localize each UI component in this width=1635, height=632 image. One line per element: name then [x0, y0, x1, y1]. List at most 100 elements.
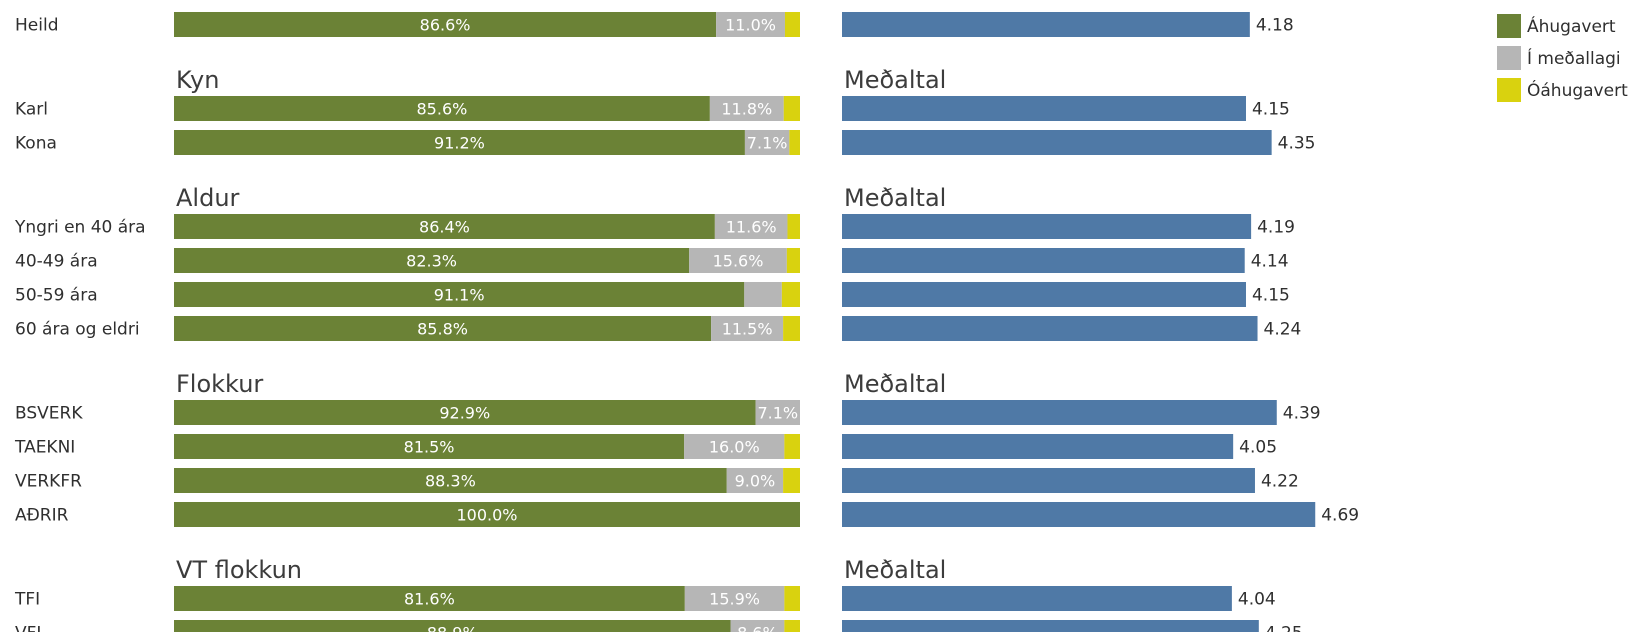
chart-row: BSVERK 92.9% 7.1% 4.39 — [15, 400, 1321, 425]
bar-negative — [784, 434, 800, 459]
row-label: 40-49 ára — [15, 252, 98, 272]
bar-neutral — [716, 12, 785, 37]
mean-value-label: 4.22 — [1261, 472, 1299, 492]
bar-positive — [174, 248, 690, 273]
mean-value-label: 4.05 — [1239, 438, 1277, 458]
legend-item: Óáhugavert — [1497, 78, 1628, 102]
chart-row: Kona 91.2% 7.1% 4.35 — [15, 130, 1315, 155]
row-label: Heild — [15, 16, 58, 36]
bar-positive — [174, 214, 715, 239]
bar-neutral — [714, 214, 788, 239]
bar-neutral — [744, 282, 782, 307]
bar-mean — [842, 434, 1234, 459]
bar-positive — [174, 586, 685, 611]
mean-title: Meðaltal — [844, 184, 946, 212]
legend-swatch — [1497, 78, 1521, 102]
bar-mean — [842, 586, 1232, 611]
row-label: TFI — [14, 590, 40, 610]
bar-positive-label: 100.0% — [456, 506, 517, 525]
chart-row: 50-59 ára 91.1% 4.15 — [15, 282, 1290, 307]
mean-value-label: 4.24 — [1264, 320, 1302, 340]
bar-positive — [174, 130, 745, 155]
legend-label: Óáhugavert — [1527, 79, 1628, 101]
bar-negative — [784, 586, 800, 611]
bar-neutral-label: 11.5% — [722, 320, 773, 339]
bar-positive-label: 92.9% — [439, 404, 490, 423]
bar-neutral-label: 11.6% — [726, 218, 777, 237]
bar-neutral-label: 11.8% — [721, 100, 772, 119]
bar-neutral-label: 7.1% — [747, 134, 788, 153]
bar-positive — [174, 468, 727, 493]
row-label: Kona — [15, 134, 57, 154]
chart-row: AÐRIR 100.0% 4.69 — [15, 502, 1359, 527]
row-label: 60 ára og eldri — [15, 320, 140, 340]
mean-value-label: 4.25 — [1265, 624, 1303, 632]
bar-positive-label: 88.9% — [427, 624, 478, 632]
row-label: Karl — [15, 100, 48, 120]
group-title: VT flokkun — [176, 556, 302, 584]
bar-mean — [842, 502, 1316, 527]
legend-item: Í meðallagi — [1497, 46, 1621, 70]
mean-value-label: 4.04 — [1238, 590, 1276, 610]
bar-positive-label: 81.6% — [404, 590, 455, 609]
bar-neutral — [689, 248, 787, 273]
legend-swatch — [1497, 14, 1521, 38]
group-title: Flokkur — [176, 370, 263, 398]
bar-positive-label: 82.3% — [406, 252, 457, 271]
legend: Áhugavert Í meðallagi Óáhugavert — [1497, 14, 1628, 102]
chart-row: TFI 81.6% 15.9% 4.04 — [14, 586, 1276, 611]
bar-neutral — [744, 130, 790, 155]
group-title: Aldur — [176, 184, 240, 212]
bar-positive — [174, 620, 731, 632]
group-title: Kyn — [176, 66, 219, 94]
bar-neutral — [709, 96, 784, 121]
mean-value-label: 4.15 — [1252, 286, 1290, 306]
bar-positive-label: 86.4% — [419, 218, 470, 237]
bar-positive — [174, 434, 685, 459]
bar-positive-label: 85.8% — [417, 320, 468, 339]
legend-item: Áhugavert — [1497, 14, 1616, 38]
bar-positive-label: 88.3% — [425, 472, 476, 491]
row-label: BSVERK — [15, 404, 83, 424]
chart-row: Heild 86.6% 11.0% 4.18 — [15, 12, 1294, 37]
mean-title: Meðaltal — [844, 370, 946, 398]
bar-neutral-label: 11.0% — [725, 16, 776, 35]
bar-negative — [789, 130, 800, 155]
bar-negative — [787, 214, 800, 239]
legend-label: Áhugavert — [1527, 15, 1616, 37]
bar-negative — [783, 468, 800, 493]
bar-mean — [842, 282, 1246, 307]
bar-negative — [786, 248, 800, 273]
mean-title: Meðaltal — [844, 66, 946, 94]
mean-value-label: 4.35 — [1278, 134, 1316, 154]
bar-mean — [842, 248, 1245, 273]
chart-row: VFI 88.9% 8.6% 4.25 — [15, 620, 1303, 632]
bar-neutral — [755, 400, 800, 425]
mean-value-label: 4.69 — [1321, 506, 1359, 526]
bar-mean — [842, 620, 1259, 632]
mean-value-label: 4.14 — [1251, 252, 1289, 272]
bar-positive-label: 91.1% — [434, 286, 485, 305]
bar-neutral — [711, 316, 784, 341]
bar-positive — [174, 316, 712, 341]
legend-label: Í meðallagi — [1527, 47, 1621, 69]
bar-negative — [784, 12, 800, 37]
bar-positive-label: 91.2% — [434, 134, 485, 153]
bar-negative — [783, 316, 800, 341]
bar-neutral-label: 8.6% — [737, 624, 778, 632]
chart-row: 40-49 ára 82.3% 15.6% 4.14 — [15, 248, 1289, 273]
legend-swatch — [1497, 46, 1521, 70]
bar-mean — [842, 96, 1246, 121]
bar-positive — [174, 12, 717, 37]
chart-row: TAEKNI 81.5% 16.0% 4.05 — [14, 434, 1277, 459]
bar-positive-label: 81.5% — [404, 438, 455, 457]
bar-positive — [174, 400, 756, 425]
chart-row: 60 ára og eldri 85.8% 11.5% 4.24 — [15, 316, 1301, 341]
bar-neutral — [684, 434, 785, 459]
row-label: VFI — [15, 624, 41, 632]
mean-value-label: 4.19 — [1257, 218, 1295, 238]
row-label: 50-59 ára — [15, 286, 98, 306]
bar-negative — [783, 96, 800, 121]
mean-value-label: 4.15 — [1252, 100, 1290, 120]
